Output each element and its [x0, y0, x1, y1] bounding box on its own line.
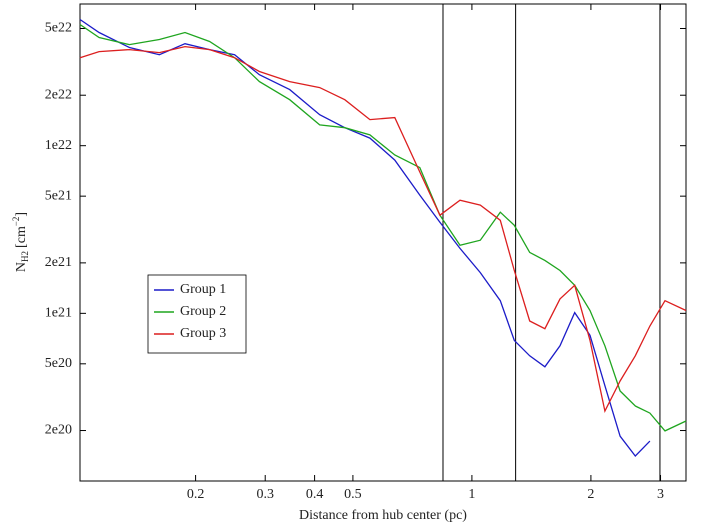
plot-frame: [79, 3, 687, 482]
series-line: [79, 23, 687, 432]
x-tick-label: 0.4: [306, 487, 324, 502]
y-label-exponent: −2: [11, 217, 21, 227]
legend-label: Group 1: [180, 282, 226, 297]
x-tick-label: 0.3: [256, 487, 274, 502]
y-tick-label: 2e21: [45, 255, 72, 270]
series-line: [79, 18, 651, 457]
x-tick-label: 1: [468, 487, 475, 502]
y-label-symbol: N: [14, 262, 29, 272]
y-label-subscript: H2: [20, 251, 30, 262]
legend-label: Group 2: [180, 304, 226, 319]
y-tick-label: 5e22: [45, 21, 72, 36]
series-line: [79, 45, 687, 414]
y-label-unit: [cm: [14, 226, 29, 248]
y-tick-label: 5e21: [45, 188, 72, 203]
x-tick-label: 0.5: [344, 487, 362, 502]
y-tick-label: 2e20: [45, 423, 72, 438]
x-tick-label: 3: [657, 487, 664, 502]
y-tick-label: 2e22: [45, 87, 72, 102]
legend-box: [147, 274, 247, 354]
x-axis-label: Distance from hub center (pc): [299, 508, 467, 523]
x-tick-label: 0.2: [187, 487, 205, 502]
y-tick-label: 1e22: [45, 138, 72, 153]
y-tick-label: 5e20: [45, 356, 72, 371]
y-tick-label: 1e21: [45, 306, 72, 321]
y-label-close: ]: [14, 212, 29, 217]
legend-label: Group 3: [180, 326, 226, 341]
x-tick-label: 2: [587, 487, 594, 502]
y-axis-label: NH2 [cm−2]: [11, 212, 30, 272]
